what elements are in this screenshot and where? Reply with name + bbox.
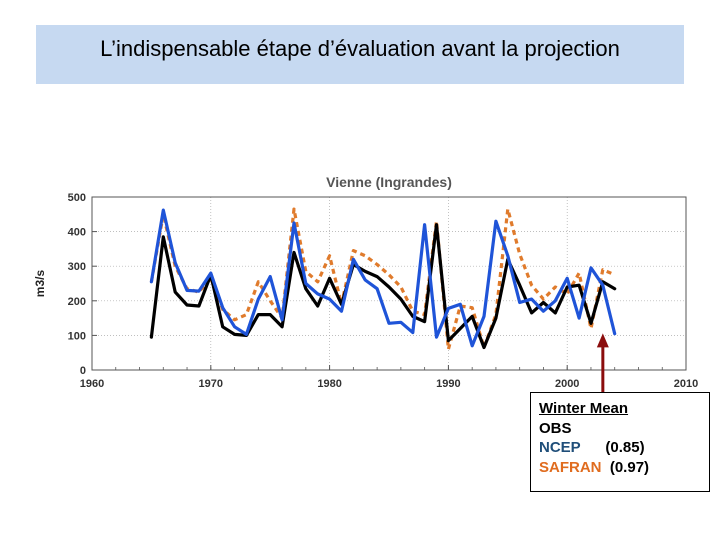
legend-entry-obs: OBS [539, 419, 709, 439]
y-tick-label: 100 [68, 330, 86, 342]
x-tick-label: 1990 [436, 378, 460, 390]
y-tick-label: 500 [68, 192, 86, 204]
chart-title: Vienne (Ingrandes) [326, 174, 452, 190]
legend-label-obs: OBS [539, 419, 572, 437]
legend-score-ncep: (0.85) [605, 439, 645, 456]
legend-label-safran: SAFRAN [539, 458, 602, 476]
y-tick-label: 300 [68, 261, 86, 273]
legend-entry-safran: SAFRAN (0.97) [539, 458, 709, 478]
plot-frame [91, 196, 687, 371]
legend-heading: Winter Mean [539, 400, 629, 417]
y-tick-label: 0 [80, 365, 86, 377]
line-chart: Vienne (Ingrandes) 0 100 200 300 400 500 1960 19… [33, 174, 698, 392]
annotation-arrow-head [596, 333, 609, 348]
legend-label-ncep: NCEP [539, 439, 581, 456]
title-banner: L’indispensable étape d’évaluation avant… [36, 25, 684, 84]
x-tick-label: 2000 [555, 378, 579, 390]
x-tick-label: 1970 [199, 378, 223, 390]
series-line-obs [149, 223, 617, 350]
series-line-safran [149, 208, 617, 348]
y-tick-label: 400 [68, 227, 86, 239]
chart-legend: Winter Mean OBS NCEP (0.85) SAFRAN (0.97… [530, 392, 710, 492]
y-tick-label: 200 [68, 296, 86, 308]
x-tick-label: 1980 [317, 378, 341, 390]
legend-entry-ncep: NCEP (0.85) [539, 438, 709, 458]
x-tick-label: 1960 [80, 378, 104, 390]
legend-score-safran: (0.97) [609, 458, 650, 476]
slide-title: L’indispensable étape d’évaluation avant… [100, 36, 620, 61]
y-axis-label: m3/s [33, 270, 47, 298]
series-line-ncep [149, 207, 616, 351]
x-tick-label: 2010 [674, 378, 698, 390]
